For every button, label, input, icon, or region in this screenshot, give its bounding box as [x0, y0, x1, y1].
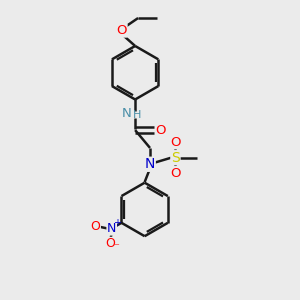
Text: ⁻: ⁻ [113, 242, 119, 252]
Text: S: S [171, 151, 180, 165]
Text: O: O [105, 237, 115, 250]
Text: O: O [170, 167, 181, 180]
Text: +: + [113, 218, 121, 228]
Text: N: N [107, 222, 116, 235]
Text: O: O [156, 124, 166, 136]
Text: H: H [134, 110, 142, 120]
Text: O: O [170, 136, 181, 149]
Text: N: N [122, 107, 132, 120]
Text: N: N [145, 157, 155, 171]
Text: O: O [116, 24, 127, 37]
Text: O: O [90, 220, 100, 233]
